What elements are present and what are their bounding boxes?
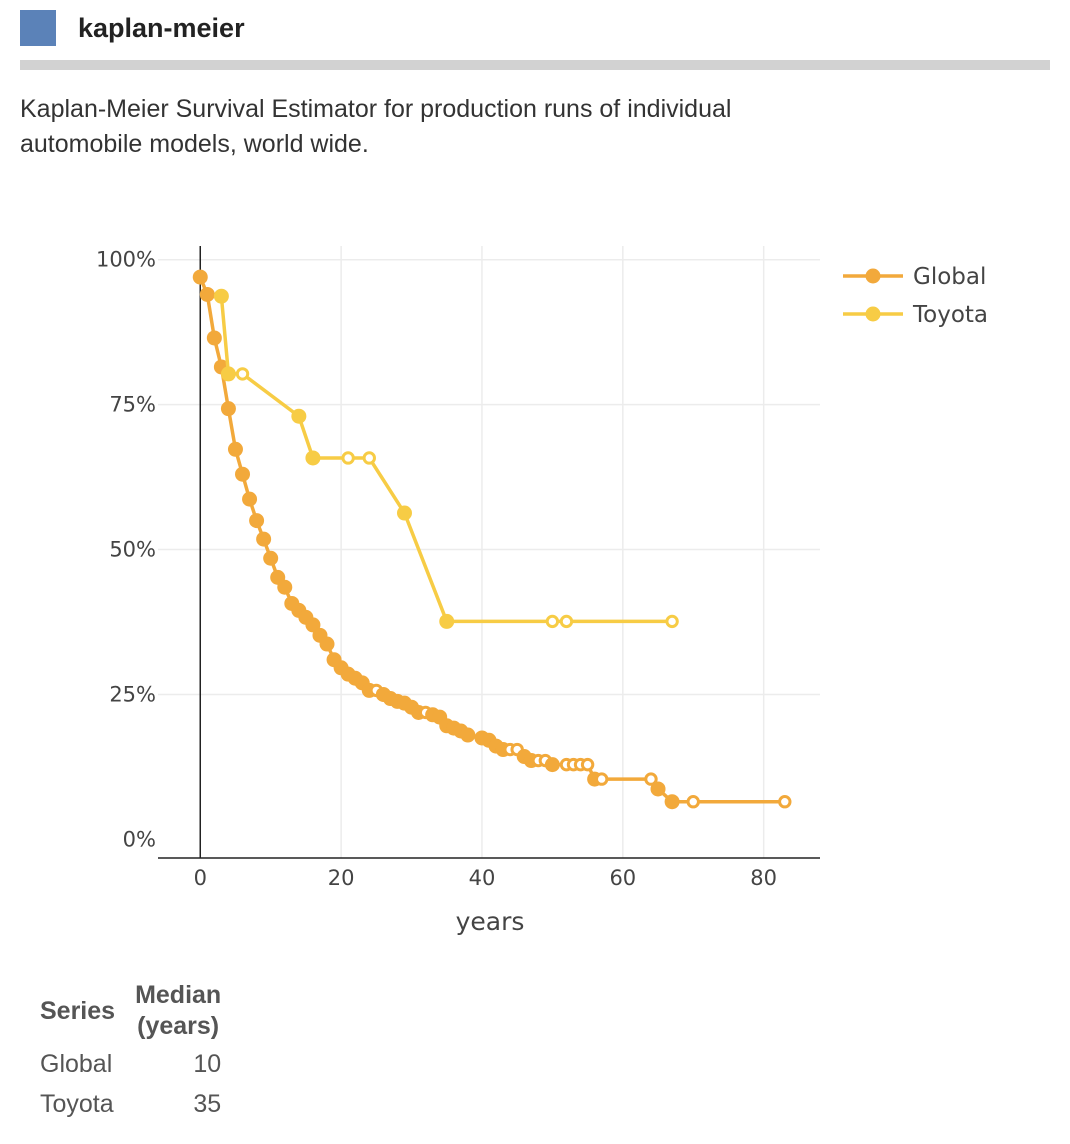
data-point xyxy=(227,441,243,457)
data-point xyxy=(664,794,680,810)
series-global xyxy=(192,269,792,810)
legend: Global Toyota xyxy=(843,264,988,328)
censored-marker xyxy=(362,451,376,465)
y-tick-label: 75% xyxy=(109,393,156,417)
series-toyota xyxy=(213,288,679,629)
data-point xyxy=(650,781,666,797)
censored-marker xyxy=(644,772,658,786)
legend-swatch-marker xyxy=(865,268,881,284)
y-tick-label: 25% xyxy=(109,682,156,706)
censored-marker xyxy=(686,795,700,809)
x-tick-label: 20 xyxy=(328,866,355,890)
censored-marker xyxy=(235,367,250,381)
table-header-row: Series Median (years) xyxy=(30,980,231,1042)
plot-series xyxy=(192,269,792,810)
censored-marker xyxy=(341,451,355,465)
data-point xyxy=(213,288,229,304)
legend-swatch-marker xyxy=(865,306,881,322)
table-cell-series: Toyota xyxy=(40,1090,114,1118)
data-point xyxy=(291,408,307,424)
y-tick-label: 100% xyxy=(96,248,156,272)
data-point xyxy=(249,513,265,529)
column-header-median-line1: Median xyxy=(135,981,222,1009)
axes: 0 20 40 60 80 0% 25% 50% 75% 100% years xyxy=(96,246,820,936)
censored-marker xyxy=(580,757,595,772)
data-point xyxy=(192,269,208,285)
data-point xyxy=(199,286,215,302)
column-header-median: Median (years) xyxy=(125,980,231,1042)
data-point xyxy=(220,366,236,382)
legend-item-toyota[interactable]: Toyota xyxy=(843,302,988,328)
column-header-median-line2: (years) xyxy=(137,1012,220,1040)
data-point xyxy=(544,757,560,773)
column-header-series: Series xyxy=(40,996,116,1025)
data-point xyxy=(277,579,293,595)
page-header: kaplan-meier xyxy=(20,10,1050,70)
data-point xyxy=(319,636,335,652)
series-line xyxy=(198,276,785,804)
kaplan-meier-chart: 0 20 40 60 80 0% 25% 50% 75% 100% years Global Toyo… xyxy=(96,246,988,936)
legend-label: Global xyxy=(913,264,986,290)
median-table: Series Median (years) Global 10 Toyota 3… xyxy=(30,980,231,1122)
table-cell-median: 10 xyxy=(193,1050,222,1078)
legend-item-global[interactable]: Global xyxy=(843,264,986,290)
header-divider xyxy=(20,60,1050,70)
data-point xyxy=(256,531,272,547)
censored-marker xyxy=(559,614,574,629)
x-tick-label: 40 xyxy=(469,866,496,890)
data-point xyxy=(242,491,258,507)
censored-marker xyxy=(778,795,792,809)
page-title: kaplan-meier xyxy=(78,13,245,43)
censored-marker xyxy=(665,614,679,629)
data-point xyxy=(220,401,236,417)
data-point xyxy=(206,330,222,346)
data-point xyxy=(263,550,279,566)
data-point xyxy=(439,613,455,629)
x-axis-title: years xyxy=(456,907,525,936)
series-line xyxy=(219,296,673,624)
legend-label: Toyota xyxy=(912,302,988,328)
data-point xyxy=(235,466,251,482)
censored-marker xyxy=(545,614,560,629)
table-cell-series: Global xyxy=(40,1050,113,1078)
x-tick-label: 0 xyxy=(194,866,207,890)
data-point xyxy=(396,505,412,521)
y-tick-label: 0% xyxy=(123,827,156,851)
data-point xyxy=(460,727,476,743)
table-cell-median: 35 xyxy=(193,1090,222,1118)
data-point xyxy=(305,450,321,466)
grid xyxy=(158,246,820,858)
censored-marker xyxy=(594,772,609,786)
square-icon xyxy=(20,10,56,46)
y-tick-label: 50% xyxy=(109,538,156,562)
table-row: Toyota 35 xyxy=(30,1082,231,1122)
x-tick-label: 80 xyxy=(750,866,777,890)
table-row: Global 10 xyxy=(30,1042,231,1082)
x-tick-label: 60 xyxy=(609,866,636,890)
chart-description: Kaplan-Meier Survival Estimator for prod… xyxy=(20,95,732,158)
